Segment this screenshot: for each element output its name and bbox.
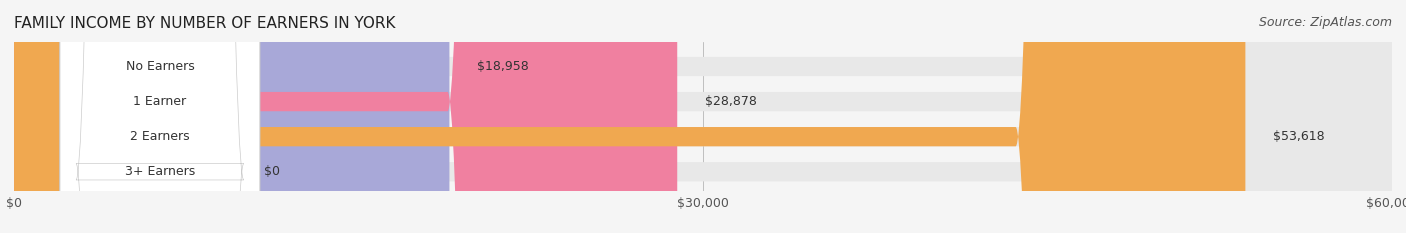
FancyBboxPatch shape [14, 0, 1392, 233]
FancyBboxPatch shape [14, 0, 1392, 233]
FancyBboxPatch shape [14, 0, 1392, 233]
Text: $0: $0 [264, 165, 280, 178]
FancyBboxPatch shape [60, 0, 260, 233]
Text: $18,958: $18,958 [477, 60, 529, 73]
Text: $28,878: $28,878 [704, 95, 756, 108]
FancyBboxPatch shape [60, 0, 260, 233]
Text: FAMILY INCOME BY NUMBER OF EARNERS IN YORK: FAMILY INCOME BY NUMBER OF EARNERS IN YO… [14, 16, 395, 31]
FancyBboxPatch shape [60, 0, 260, 233]
Text: 3+ Earners: 3+ Earners [125, 165, 195, 178]
FancyBboxPatch shape [14, 0, 1392, 233]
Text: No Earners: No Earners [125, 60, 194, 73]
FancyBboxPatch shape [14, 0, 1246, 233]
Text: $53,618: $53,618 [1272, 130, 1324, 143]
Text: Source: ZipAtlas.com: Source: ZipAtlas.com [1258, 16, 1392, 29]
Text: 1 Earner: 1 Earner [134, 95, 187, 108]
Text: 2 Earners: 2 Earners [131, 130, 190, 143]
FancyBboxPatch shape [14, 0, 678, 233]
FancyBboxPatch shape [60, 0, 260, 233]
FancyBboxPatch shape [14, 0, 450, 233]
